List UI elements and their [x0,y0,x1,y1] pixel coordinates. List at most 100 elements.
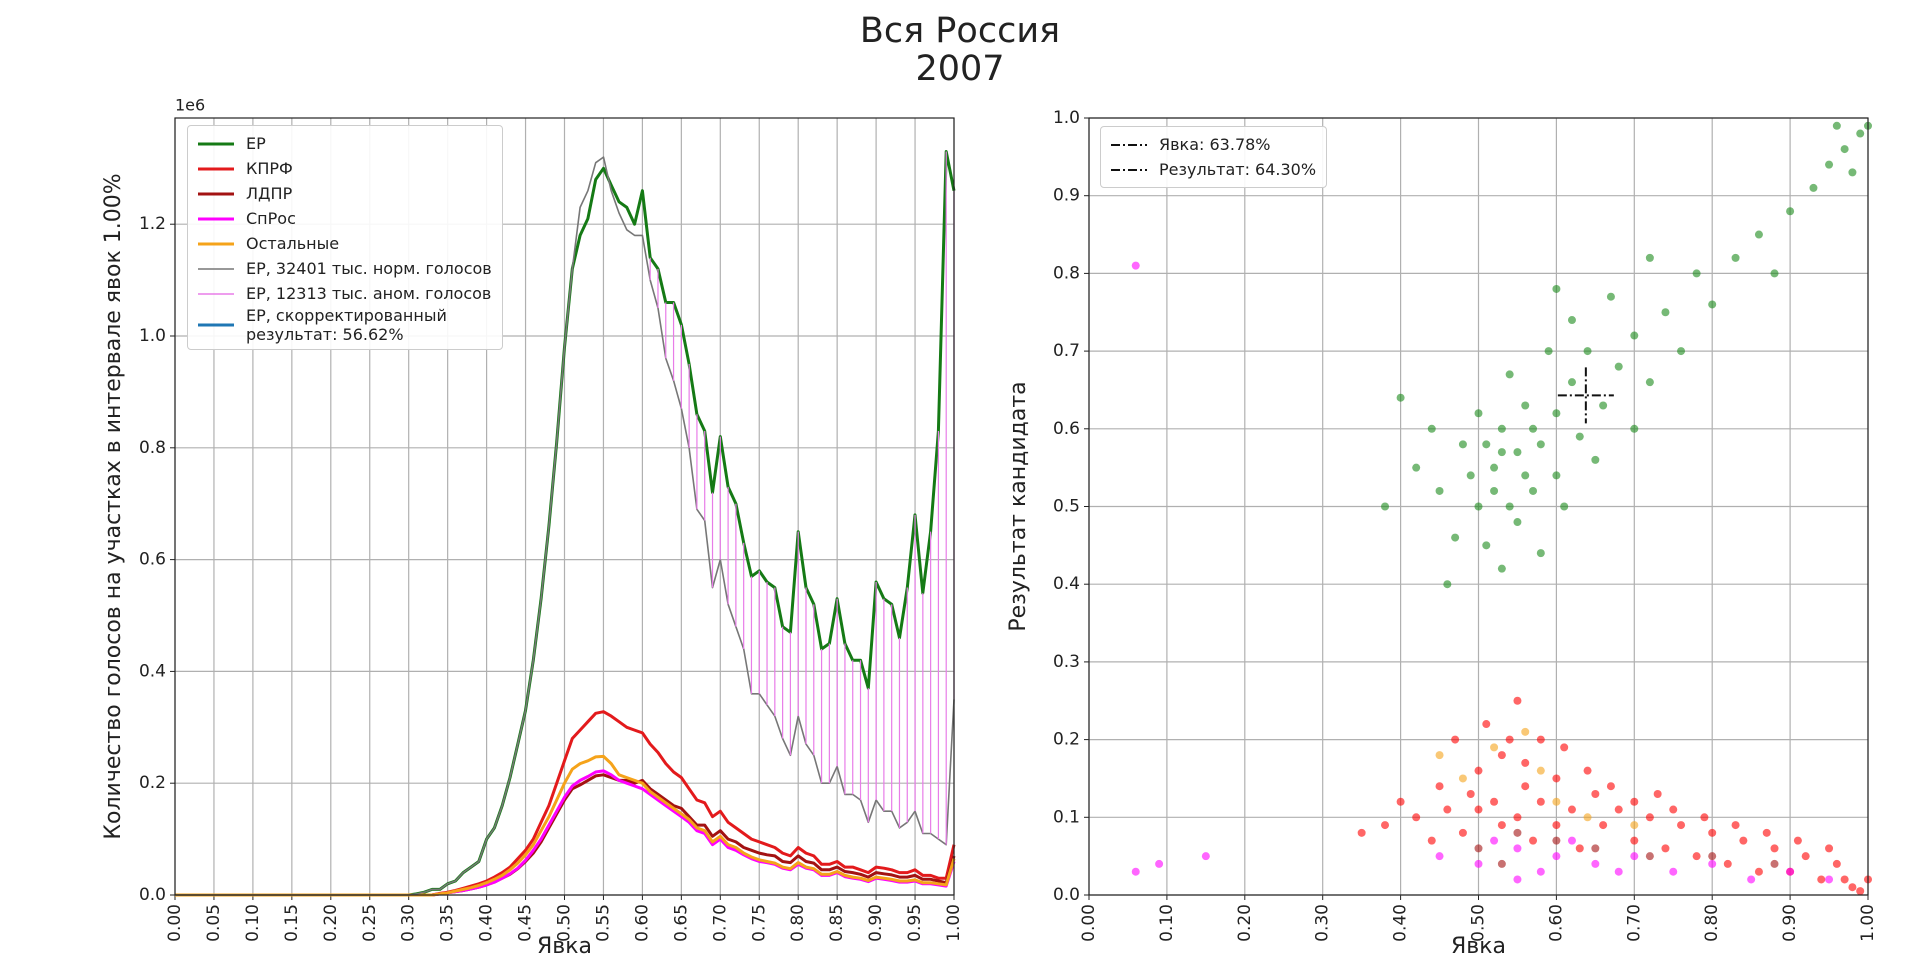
scatter-point [1521,782,1530,791]
x-tick-label: 0.65 [671,904,691,942]
scatter-point [1614,362,1623,371]
scatter-point [1474,766,1483,775]
scatter-point [1521,727,1530,736]
scatter-point [1443,580,1452,589]
x-tick-label: 0.95 [905,904,925,942]
scatter-point [1591,859,1600,868]
scatter-point [1357,828,1366,837]
y-tick-label: 0.0 [139,885,166,905]
legend-swatch [1111,143,1147,146]
x-tick-label: 0.00 [1079,904,1099,942]
y-tick-label: 0.8 [139,438,166,458]
scatter-point [1466,471,1475,480]
scatter-point [1708,852,1717,861]
scatter-point [1645,852,1654,861]
scatter-point [1848,168,1857,177]
scatter-point [1505,735,1514,744]
legend-swatch [198,142,234,145]
y-tick-label: 0.7 [1053,341,1080,361]
y-tick-label: 0.6 [1053,419,1080,439]
scatter-point [1661,844,1670,853]
legend-entry: СпРос [198,206,492,231]
scatter-point [1708,859,1717,868]
scatter-point [1575,432,1584,441]
scatter-point [1396,393,1405,402]
scatter-point [1474,409,1483,418]
scatter-point [1552,471,1561,480]
x-tick-label: 0.10 [243,904,263,942]
y-tick-label: 0.5 [1053,497,1080,517]
scatter-point [1505,502,1514,511]
x-tick-label: 0.55 [593,904,613,942]
scatter-point [1567,836,1576,845]
scatter-point [1708,300,1717,309]
y-tick-label: 0.9 [1053,186,1080,206]
y-tick-label: 0.4 [1053,574,1080,594]
legend-entry: Результат: 64.30% [1111,157,1316,182]
scatter-point [1513,696,1522,705]
x-tick-label: 0.05 [204,904,224,942]
axis-offset-label: 1e6 [175,96,205,115]
x-axis-label: Явка [537,934,592,959]
scatter-point [1529,836,1538,845]
scatter-point [1583,766,1592,775]
x-tick-label: 0.80 [1702,904,1722,942]
x-tick-label: 0.30 [399,904,419,942]
scatter-point [1474,502,1483,511]
scatter-point [1840,875,1849,884]
scatter-point [1700,813,1709,822]
scatter-point [1739,836,1748,845]
scatter-point [1856,887,1865,896]
scatter-point [1497,448,1506,457]
scatter-point [1552,284,1561,293]
scatter-point [1692,852,1701,861]
legend-label: ЛДПР [246,184,293,203]
legend-label: Остальные [246,234,340,253]
scatter-point [1427,424,1436,433]
scatter-point [1817,875,1826,884]
scatter-point [1513,813,1522,822]
scatter-point [1458,440,1467,449]
scatter-point [1536,440,1545,449]
scatter-point [1490,486,1499,495]
x-tick-label: 0.30 [1313,904,1333,942]
scatter-point [1552,797,1561,806]
scatter-point [1669,805,1678,814]
scatter-point [1591,455,1600,464]
scatter-point [1575,844,1584,853]
scatter-point [1567,378,1576,387]
scatter-point [1747,875,1756,884]
scatter-point [1692,269,1701,278]
y-tick-label: 0.8 [1053,263,1080,283]
legend-entry: ЛДПР [198,181,492,206]
x-tick-label: 0.00 [165,904,185,942]
scatter-point [1723,859,1732,868]
scatter-point [1832,121,1841,130]
x-tick-label: 0.60 [632,904,652,942]
scatter-point [1513,448,1522,457]
scatter-point [1786,207,1795,216]
legend-swatch [198,167,234,170]
scatter-point [1466,789,1475,798]
scatter-point [1497,424,1506,433]
x-tick-label: 0.10 [1157,904,1177,942]
scatter-point [1762,828,1771,837]
x-tick-label: 0.15 [282,904,302,942]
scatter-point [1606,782,1615,791]
y-axis-label: Количество голосов на участках в интерва… [101,173,126,839]
plot-marks [1131,121,1872,896]
legend-label: ЕР, 12313 тыс. аном. голосов [246,284,492,303]
x-tick-label: 1.00 [944,904,964,942]
scatter-point [1513,875,1522,884]
scatter-point [1583,813,1592,822]
scatter-point [1630,852,1639,861]
scatter-point [1591,789,1600,798]
scatter-point [1513,518,1522,527]
scatter-point [1474,805,1483,814]
scatter-point [1435,782,1444,791]
scatter-point [1381,821,1390,830]
legend-entry: ЕР [198,131,492,156]
scatter-point [1567,805,1576,814]
